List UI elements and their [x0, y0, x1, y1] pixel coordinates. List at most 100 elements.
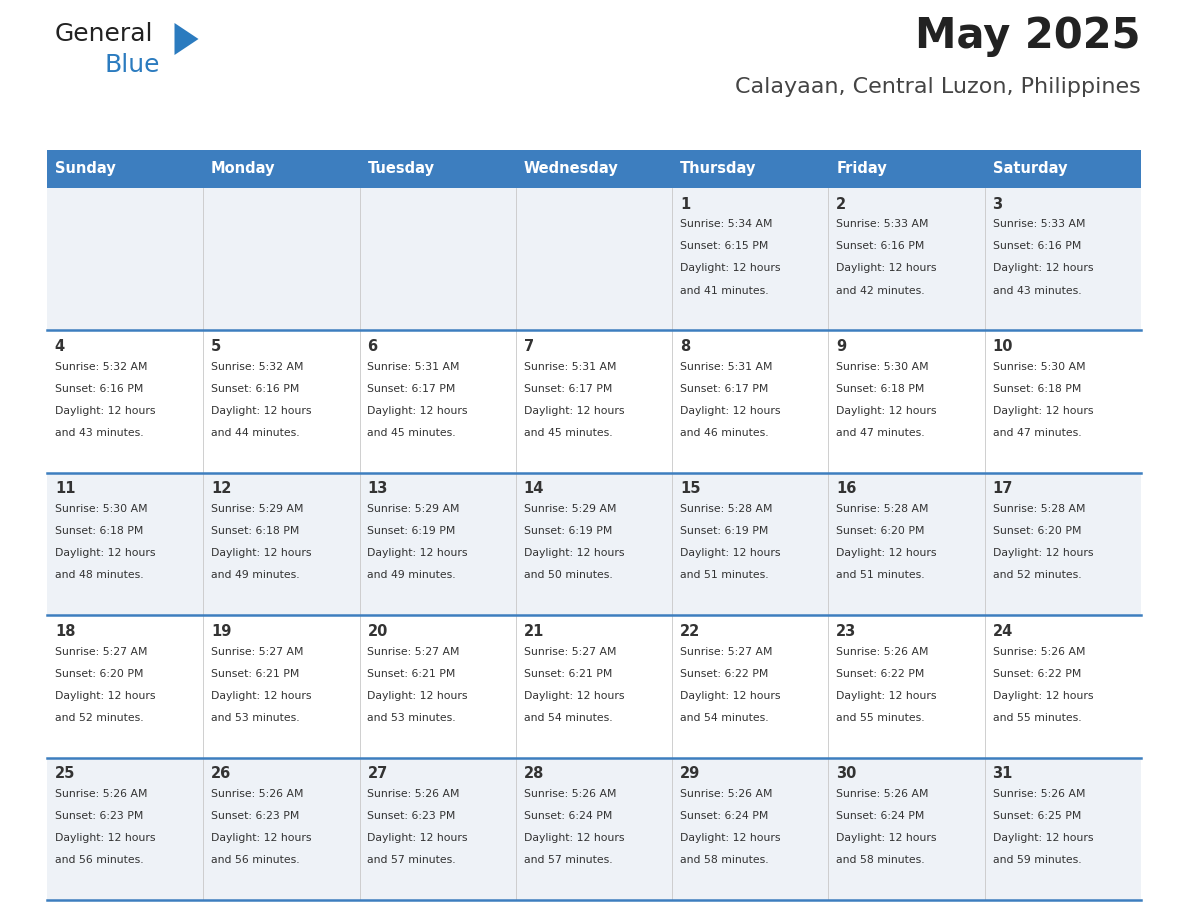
Text: and 58 minutes.: and 58 minutes.: [680, 856, 769, 865]
Bar: [672, 150, 828, 188]
Text: Daylight: 12 hours: Daylight: 12 hours: [836, 690, 937, 700]
Text: Daylight: 12 hours: Daylight: 12 hours: [367, 406, 468, 416]
Text: Sunset: 6:18 PM: Sunset: 6:18 PM: [836, 384, 924, 394]
Text: Daylight: 12 hours: Daylight: 12 hours: [680, 548, 781, 558]
Text: 2: 2: [836, 196, 846, 211]
Text: Sunset: 6:24 PM: Sunset: 6:24 PM: [836, 811, 924, 821]
Text: Sunrise: 5:33 AM: Sunrise: 5:33 AM: [992, 219, 1085, 230]
Text: Blue: Blue: [105, 53, 160, 77]
Text: Sunset: 6:22 PM: Sunset: 6:22 PM: [836, 668, 924, 678]
Text: 26: 26: [211, 767, 232, 781]
Text: Sunrise: 5:26 AM: Sunrise: 5:26 AM: [55, 789, 147, 799]
Text: and 42 minutes.: and 42 minutes.: [836, 285, 925, 296]
Text: and 57 minutes.: and 57 minutes.: [367, 856, 456, 865]
Text: Sunset: 6:23 PM: Sunset: 6:23 PM: [55, 811, 144, 821]
Text: Saturday: Saturday: [992, 162, 1067, 176]
Bar: [516, 150, 672, 188]
Text: Sunset: 6:23 PM: Sunset: 6:23 PM: [367, 811, 456, 821]
Text: and 45 minutes.: and 45 minutes.: [524, 428, 612, 438]
Text: Daylight: 12 hours: Daylight: 12 hours: [992, 548, 1093, 558]
Text: Sunrise: 5:27 AM: Sunrise: 5:27 AM: [211, 646, 304, 656]
Text: 21: 21: [524, 623, 544, 639]
Text: Sunrise: 5:27 AM: Sunrise: 5:27 AM: [524, 646, 617, 656]
Text: Daylight: 12 hours: Daylight: 12 hours: [211, 548, 311, 558]
Text: Sunset: 6:18 PM: Sunset: 6:18 PM: [211, 526, 299, 536]
Text: 8: 8: [680, 339, 690, 354]
Text: 6: 6: [367, 339, 378, 354]
Text: and 46 minutes.: and 46 minutes.: [680, 428, 769, 438]
Text: Daylight: 12 hours: Daylight: 12 hours: [524, 690, 624, 700]
Text: 30: 30: [836, 767, 857, 781]
Text: Calayaan, Central Luzon, Philippines: Calayaan, Central Luzon, Philippines: [735, 77, 1140, 97]
Text: 7: 7: [524, 339, 533, 354]
Text: 11: 11: [55, 481, 75, 497]
Text: and 53 minutes.: and 53 minutes.: [367, 712, 456, 722]
Text: Sunrise: 5:31 AM: Sunrise: 5:31 AM: [367, 362, 460, 372]
Text: Sunrise: 5:28 AM: Sunrise: 5:28 AM: [992, 504, 1085, 514]
Text: and 41 minutes.: and 41 minutes.: [680, 285, 769, 296]
Text: Sunset: 6:23 PM: Sunset: 6:23 PM: [211, 811, 299, 821]
Text: Sunrise: 5:31 AM: Sunrise: 5:31 AM: [680, 362, 772, 372]
Text: Daylight: 12 hours: Daylight: 12 hours: [836, 833, 937, 843]
Text: 14: 14: [524, 481, 544, 497]
Text: Sunrise: 5:26 AM: Sunrise: 5:26 AM: [836, 789, 929, 799]
Text: and 53 minutes.: and 53 minutes.: [211, 712, 299, 722]
Text: Sunrise: 5:31 AM: Sunrise: 5:31 AM: [524, 362, 617, 372]
Text: and 52 minutes.: and 52 minutes.: [992, 570, 1081, 580]
Text: Sunrise: 5:30 AM: Sunrise: 5:30 AM: [55, 504, 147, 514]
Text: Daylight: 12 hours: Daylight: 12 hours: [524, 406, 624, 416]
Text: Daylight: 12 hours: Daylight: 12 hours: [992, 690, 1093, 700]
Bar: [48, 188, 1140, 330]
Text: Daylight: 12 hours: Daylight: 12 hours: [367, 548, 468, 558]
Text: Daylight: 12 hours: Daylight: 12 hours: [836, 406, 937, 416]
Text: Daylight: 12 hours: Daylight: 12 hours: [524, 548, 624, 558]
Bar: [828, 150, 985, 188]
Text: 4: 4: [55, 339, 65, 354]
Text: and 48 minutes.: and 48 minutes.: [55, 570, 144, 580]
Text: Sunrise: 5:32 AM: Sunrise: 5:32 AM: [211, 362, 304, 372]
Text: 27: 27: [367, 767, 387, 781]
Text: 20: 20: [367, 623, 387, 639]
Text: Sunset: 6:24 PM: Sunset: 6:24 PM: [680, 811, 769, 821]
Text: Daylight: 12 hours: Daylight: 12 hours: [680, 406, 781, 416]
Text: Sunrise: 5:26 AM: Sunrise: 5:26 AM: [524, 789, 617, 799]
Text: and 52 minutes.: and 52 minutes.: [55, 712, 144, 722]
Text: and 54 minutes.: and 54 minutes.: [680, 712, 769, 722]
Text: and 56 minutes.: and 56 minutes.: [211, 856, 299, 865]
Text: Sunset: 6:19 PM: Sunset: 6:19 PM: [524, 526, 612, 536]
Text: 31: 31: [992, 767, 1013, 781]
Text: 16: 16: [836, 481, 857, 497]
Text: Sunrise: 5:26 AM: Sunrise: 5:26 AM: [367, 789, 460, 799]
Text: Sunset: 6:17 PM: Sunset: 6:17 PM: [367, 384, 456, 394]
Text: and 51 minutes.: and 51 minutes.: [680, 570, 769, 580]
Bar: [985, 150, 1140, 188]
Text: Sunrise: 5:28 AM: Sunrise: 5:28 AM: [680, 504, 772, 514]
Text: and 50 minutes.: and 50 minutes.: [524, 570, 613, 580]
Text: Sunrise: 5:27 AM: Sunrise: 5:27 AM: [680, 646, 772, 656]
Text: 13: 13: [367, 481, 387, 497]
Text: Sunrise: 5:33 AM: Sunrise: 5:33 AM: [836, 219, 929, 230]
Text: 29: 29: [680, 767, 700, 781]
Text: and 43 minutes.: and 43 minutes.: [55, 428, 144, 438]
Text: Sunday: Sunday: [55, 162, 115, 176]
Text: 15: 15: [680, 481, 701, 497]
Text: Sunrise: 5:27 AM: Sunrise: 5:27 AM: [367, 646, 460, 656]
Text: Sunset: 6:16 PM: Sunset: 6:16 PM: [836, 241, 924, 252]
Text: and 59 minutes.: and 59 minutes.: [992, 856, 1081, 865]
Text: Sunset: 6:20 PM: Sunset: 6:20 PM: [836, 526, 924, 536]
Text: Sunrise: 5:29 AM: Sunrise: 5:29 AM: [367, 504, 460, 514]
Text: Sunrise: 5:30 AM: Sunrise: 5:30 AM: [836, 362, 929, 372]
Text: Sunset: 6:24 PM: Sunset: 6:24 PM: [524, 811, 612, 821]
Text: Daylight: 12 hours: Daylight: 12 hours: [211, 833, 311, 843]
Text: 28: 28: [524, 767, 544, 781]
Polygon shape: [175, 23, 198, 55]
Text: and 49 minutes.: and 49 minutes.: [211, 570, 299, 580]
Text: Daylight: 12 hours: Daylight: 12 hours: [55, 690, 156, 700]
Text: Sunset: 6:20 PM: Sunset: 6:20 PM: [55, 668, 144, 678]
Text: 25: 25: [55, 767, 75, 781]
Bar: [48, 330, 1140, 473]
Text: Sunrise: 5:29 AM: Sunrise: 5:29 AM: [211, 504, 304, 514]
Text: Thursday: Thursday: [680, 162, 757, 176]
Text: Sunrise: 5:27 AM: Sunrise: 5:27 AM: [55, 646, 147, 656]
Text: Daylight: 12 hours: Daylight: 12 hours: [55, 406, 156, 416]
